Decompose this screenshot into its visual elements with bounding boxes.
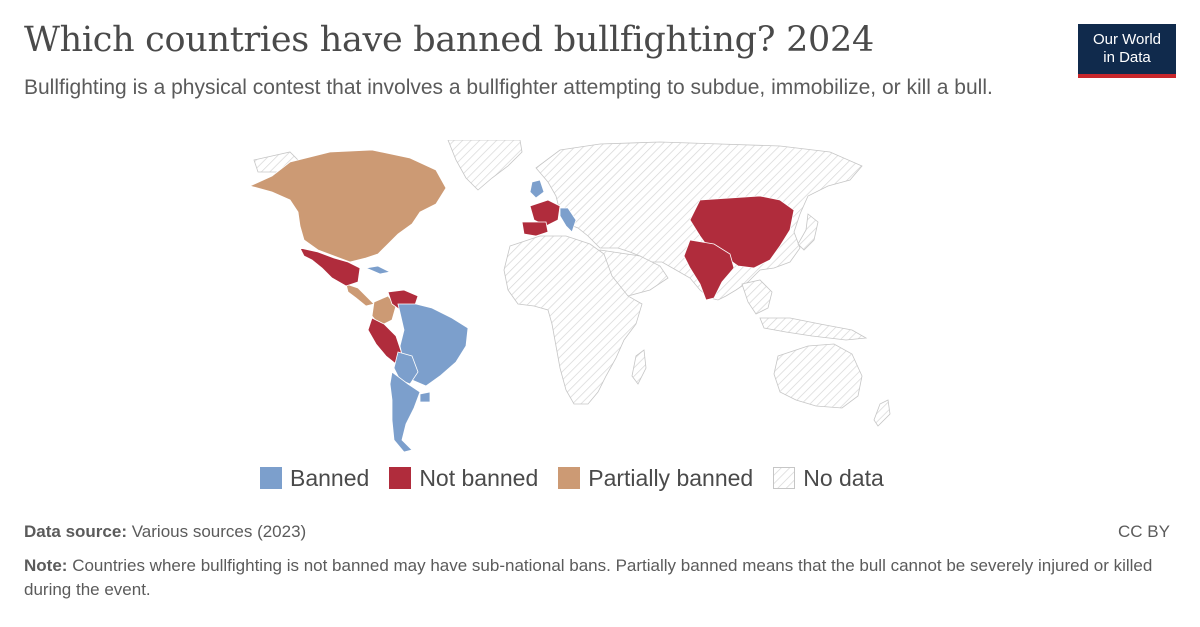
data-source: Data source: Various sources (2023): [24, 522, 306, 542]
chart-subtitle: Bullfighting is a physical contest that …: [24, 76, 993, 99]
region-bolivia-paraguay[interactable]: [393, 351, 419, 385]
region-spain-portugal[interactable]: [521, 221, 549, 237]
region-mexico[interactable]: [299, 247, 361, 287]
region-uruguay[interactable]: [419, 391, 431, 403]
region-india[interactable]: [683, 239, 735, 301]
chart-note: Note: Countries where bullfighting is no…: [24, 554, 1174, 602]
region-new-zealand[interactable]: [873, 399, 891, 427]
logo-line-2: in Data: [1103, 49, 1151, 66]
license-link[interactable]: CC BY: [1118, 522, 1170, 541]
owid-logo[interactable]: Our World in Data: [1078, 24, 1176, 78]
region-italy[interactable]: [559, 207, 577, 233]
map-legend: Banned Not banned Partially banned No da…: [260, 465, 904, 491]
legend-item-banned[interactable]: Banned: [260, 465, 369, 492]
note-text: Countries where bullfighting is not bann…: [24, 556, 1153, 599]
legend-label-no-data: No data: [803, 464, 884, 491]
region-north-america[interactable]: [248, 149, 447, 263]
region-argentina-chile[interactable]: [389, 371, 421, 453]
legend-label-partially-banned: Partially banned: [588, 464, 754, 491]
legend-label-banned: Banned: [290, 464, 370, 491]
world-map[interactable]: [0, 140, 1200, 460]
region-southeast-asia[interactable]: [741, 279, 773, 315]
region-indonesia[interactable]: [759, 317, 868, 341]
region-greenland[interactable]: [447, 140, 523, 191]
legend-label-not-banned: Not banned: [419, 464, 539, 491]
data-source-label: Data source:: [24, 522, 127, 541]
chart-title: Which countries have banned bullfighting…: [24, 20, 874, 60]
legend-item-no-data[interactable]: No data: [773, 465, 884, 492]
region-colombia[interactable]: [371, 295, 397, 327]
region-france[interactable]: [529, 199, 561, 227]
legend-swatch-not-banned: [389, 467, 412, 489]
legend-item-not-banned[interactable]: Not banned: [389, 465, 538, 492]
region-madagascar[interactable]: [631, 349, 647, 385]
note-label: Note:: [24, 556, 68, 575]
region-central-america[interactable]: [345, 283, 375, 307]
legend-swatch-no-data: [773, 467, 796, 489]
region-japan[interactable]: [797, 213, 819, 251]
legend-swatch-banned: [260, 467, 282, 489]
region-africa[interactable]: [503, 235, 643, 405]
region-cuba[interactable]: [364, 265, 392, 275]
logo-line-1: Our World: [1092, 31, 1162, 48]
region-australia[interactable]: [773, 343, 863, 409]
region-united-kingdom[interactable]: [529, 179, 545, 199]
legend-item-partially-banned[interactable]: Partially banned: [558, 465, 753, 492]
legend-swatch-partially-banned: [558, 467, 581, 489]
data-source-text[interactable]: Various sources (2023): [131, 522, 307, 541]
